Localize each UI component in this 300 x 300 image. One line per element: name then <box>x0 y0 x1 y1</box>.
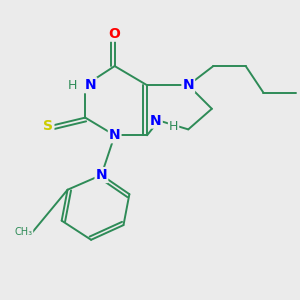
Text: N: N <box>96 168 107 182</box>
Text: H: H <box>169 120 178 133</box>
Text: O: O <box>109 27 121 41</box>
Text: N: N <box>182 78 194 92</box>
Text: H: H <box>67 79 77 92</box>
Text: CH₃: CH₃ <box>14 227 32 237</box>
Text: N: N <box>150 114 162 128</box>
Text: S: S <box>44 119 53 134</box>
Text: N: N <box>109 128 121 142</box>
Text: N: N <box>85 78 96 92</box>
